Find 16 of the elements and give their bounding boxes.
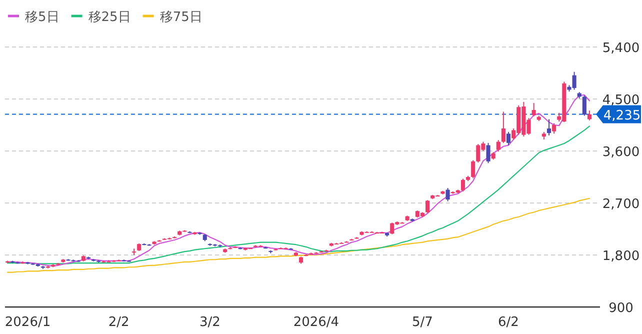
- x-tick-label: 5/7: [412, 315, 433, 330]
- y-tick-label: 3,600: [602, 145, 640, 160]
- y-tick-label: 1,800: [602, 249, 640, 264]
- ref-line-label: 4,235: [603, 108, 641, 124]
- legend-label: 移25日: [88, 10, 131, 25]
- y-tick-label: 2,700: [602, 197, 640, 212]
- x-tick-label: 6/2: [498, 315, 519, 330]
- x-tick-label: 2026/4: [293, 315, 340, 330]
- x-tick-label: 2/2: [108, 315, 130, 330]
- legend-label: 移5日: [25, 10, 60, 25]
- x-tick-label: 2026/1: [4, 315, 51, 330]
- y-tick-label: 900: [608, 301, 634, 316]
- y-tick-label: 4,500: [602, 93, 640, 108]
- y-tick-label: 5,400: [602, 41, 640, 56]
- x-tick-label: 3/2: [199, 315, 220, 330]
- legend-label: 移75日: [160, 10, 202, 25]
